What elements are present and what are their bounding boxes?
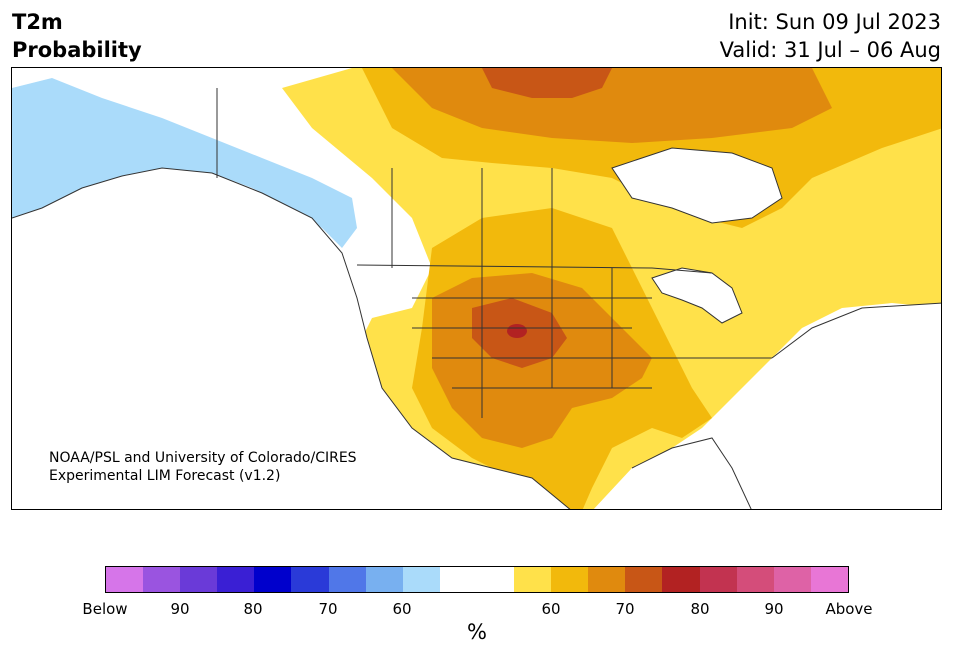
alaska-below-normal-region xyxy=(12,78,357,248)
hudson-bay xyxy=(612,148,782,223)
colorbar-tick-label: 70 xyxy=(615,600,635,618)
gulf-of-mexico xyxy=(593,438,752,509)
warm-75-north-region xyxy=(482,68,612,98)
colorbar-tick-label: Above xyxy=(825,600,873,618)
colorbar-segment xyxy=(773,567,811,592)
atlantic-ocean xyxy=(732,303,941,509)
colorbar-segment xyxy=(106,567,144,592)
pacific-ocean xyxy=(12,168,570,509)
colorbar-segment xyxy=(439,567,477,592)
colorbar-tick-labels: Below 90 80 70 60 60 70 80 90 Above xyxy=(0,600,953,620)
title-variable: T2m xyxy=(12,10,63,34)
credit-line-1: NOAA/PSL and University of Colorado/CIRE… xyxy=(49,450,357,466)
colorbar-segment xyxy=(625,567,663,592)
colorbar-segment xyxy=(699,567,737,592)
colorbar-tick-label: 80 xyxy=(690,600,710,618)
probability-colorbar xyxy=(105,566,849,593)
probability-map xyxy=(11,67,942,510)
map-title: T2m Probability xyxy=(12,8,142,64)
colorbar-segment xyxy=(254,567,292,592)
colorbar-tick-label: Below xyxy=(82,600,128,618)
data-credit: NOAA/PSL and University of Colorado/CIRE… xyxy=(49,449,357,485)
colorbar-segment xyxy=(588,567,626,592)
colorbar-segment xyxy=(217,567,255,592)
colorbar-segment xyxy=(143,567,181,592)
credit-line-2: Experimental LIM Forecast (v1.2) xyxy=(49,468,281,484)
colorbar-tick-label: 60 xyxy=(541,600,561,618)
political-borders xyxy=(12,88,941,509)
colorbar-segment xyxy=(514,567,552,592)
colorbar-segment xyxy=(402,567,440,592)
colorbar-segment xyxy=(365,567,403,592)
great-lakes xyxy=(652,268,742,323)
colorbar-segment xyxy=(476,567,515,592)
colorbar-tick-label: 90 xyxy=(170,600,190,618)
colorbar-segment xyxy=(810,567,848,592)
colorbar-tick-label: 80 xyxy=(243,600,263,618)
colorbar-tick-label: 70 xyxy=(318,600,338,618)
valid-period: Valid: 31 Jul – 06 Aug xyxy=(719,38,941,62)
colorbar-unit: % xyxy=(467,620,487,644)
colorbar-tick-label: 60 xyxy=(392,600,412,618)
init-date: Init: Sun 09 Jul 2023 xyxy=(728,10,941,34)
map-canvas xyxy=(12,68,941,509)
title-type: Probability xyxy=(12,38,142,62)
warm-80-core-region xyxy=(507,324,527,338)
colorbar-segment xyxy=(291,567,329,592)
forecast-dates: Init: Sun 09 Jul 2023 Valid: 31 Jul – 06… xyxy=(720,8,941,64)
colorbar-segment xyxy=(736,567,774,592)
colorbar-segment xyxy=(328,567,366,592)
colorbar-segment xyxy=(180,567,218,592)
colorbar-segment xyxy=(662,567,700,592)
colorbar-segment xyxy=(551,567,589,592)
colorbar-tick-label: 90 xyxy=(764,600,784,618)
